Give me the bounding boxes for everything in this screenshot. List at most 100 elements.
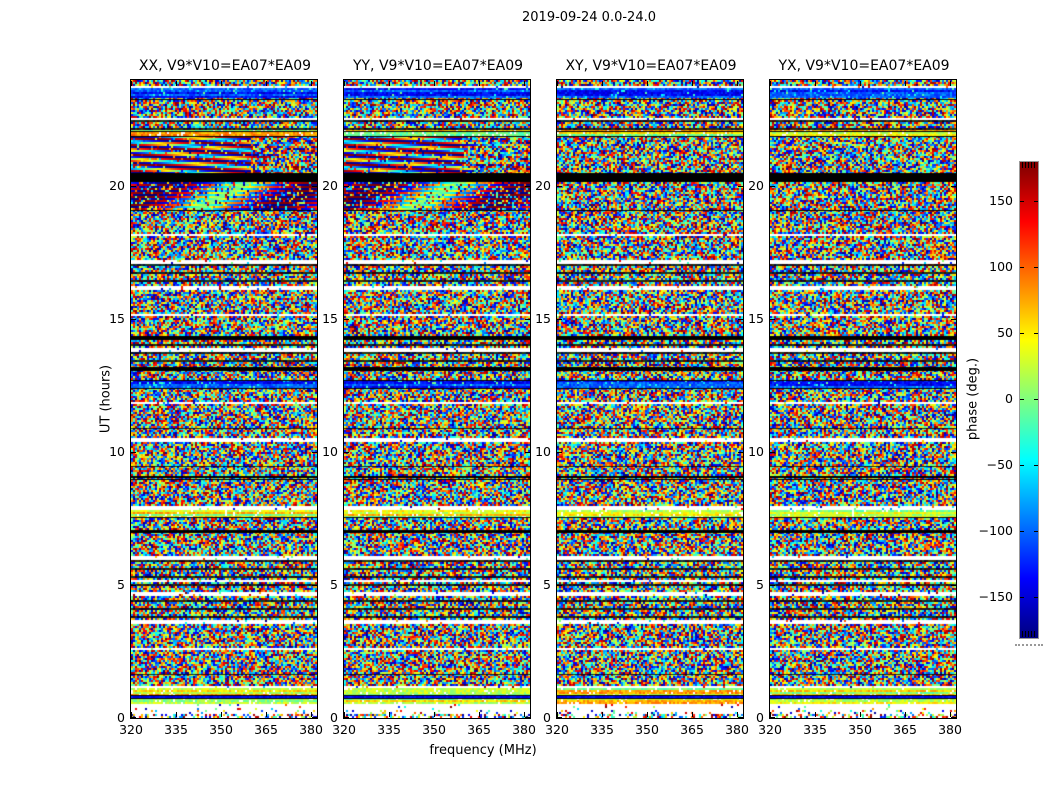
colorbar-minor-comb	[1028, 631, 1029, 637]
x-tick-mark	[815, 81, 816, 86]
y-tick-mark	[770, 186, 775, 187]
x-tick-label: 380	[938, 722, 962, 737]
colorbar	[1019, 161, 1039, 639]
colorbar-minor-comb	[1022, 162, 1023, 168]
x-tick-mark	[389, 81, 390, 86]
y-tick-mark	[738, 585, 743, 586]
x-tick-label: 335	[377, 722, 401, 737]
x-tick-label: 365	[680, 722, 704, 737]
y-tick-mark	[951, 585, 956, 586]
y-tick-mark	[131, 717, 136, 718]
x-tick-mark	[479, 712, 480, 717]
colorbar-tick-label: −100	[978, 523, 1013, 538]
y-tick-mark	[557, 717, 562, 718]
y-tick-mark	[131, 186, 136, 187]
colorbar-minor-comb	[1031, 631, 1032, 637]
y-tick-label: 20	[109, 178, 125, 193]
x-tick-label: 335	[590, 722, 614, 737]
x-tick-mark	[557, 712, 558, 717]
x-tick-label: 380	[512, 722, 536, 737]
x-tick-mark	[557, 81, 558, 86]
colorbar-tick-mark	[1020, 465, 1024, 466]
y-tick-mark	[738, 186, 743, 187]
x-tick-mark	[434, 81, 435, 86]
y-tick-mark	[557, 452, 562, 453]
x-tick-label: 350	[422, 722, 446, 737]
colorbar-tick-label: −150	[978, 589, 1013, 604]
y-tick-mark	[312, 452, 317, 453]
y-tick-mark	[738, 452, 743, 453]
x-tick-mark	[647, 81, 648, 86]
colorbar-tick-mark	[1020, 267, 1024, 268]
x-tick-mark	[647, 712, 648, 717]
colorbar-tick-mark	[1020, 201, 1024, 202]
y-tick-label: 10	[322, 444, 338, 459]
x-tick-mark	[737, 81, 738, 86]
y-tick-mark	[738, 717, 743, 718]
y-tick-label: 0	[756, 710, 764, 725]
x-tick-label: 365	[467, 722, 491, 737]
colorbar-tick-label: 50	[997, 325, 1013, 340]
colorbar-tick-mark	[1034, 465, 1038, 466]
colorbar-minor-comb	[1034, 631, 1035, 637]
y-tick-mark	[525, 452, 530, 453]
y-axis-label: UT (hours)	[98, 364, 114, 434]
y-tick-mark	[525, 585, 530, 586]
x-tick-mark	[344, 712, 345, 717]
x-tick-mark	[311, 81, 312, 86]
x-tick-mark	[860, 712, 861, 717]
x-tick-mark	[176, 81, 177, 86]
y-tick-mark	[770, 319, 775, 320]
y-tick-label: 10	[535, 444, 551, 459]
y-tick-mark	[131, 585, 136, 586]
x-tick-mark	[692, 712, 693, 717]
waterfall-yy	[344, 80, 530, 718]
y-tick-mark	[312, 585, 317, 586]
x-tick-mark	[737, 712, 738, 717]
x-tick-mark	[905, 712, 906, 717]
x-tick-label: 350	[848, 722, 872, 737]
colorbar-minor-comb	[1025, 162, 1026, 168]
panel-title-yx: YX, V9*V10=EA07*EA09	[778, 58, 950, 74]
y-tick-label: 0	[330, 710, 338, 725]
colorbar-tick-mark	[1020, 597, 1024, 598]
y-tick-mark	[525, 717, 530, 718]
panel-xy	[556, 79, 744, 719]
y-tick-mark	[344, 186, 349, 187]
y-tick-label: 5	[543, 577, 551, 592]
y-tick-mark	[312, 717, 317, 718]
x-tick-label: 320	[758, 722, 782, 737]
x-tick-label: 380	[725, 722, 749, 737]
figure-suptitle: 2019-09-24 0.0-24.0	[522, 10, 656, 25]
x-tick-mark	[692, 81, 693, 86]
y-tick-label: 20	[535, 178, 551, 193]
panel-yy	[343, 79, 531, 719]
colorbar-minor-comb	[1031, 162, 1032, 168]
y-tick-mark	[951, 186, 956, 187]
colorbar-tick-mark	[1034, 201, 1038, 202]
y-tick-mark	[131, 452, 136, 453]
x-tick-mark	[176, 712, 177, 717]
x-tick-label: 335	[164, 722, 188, 737]
y-tick-mark	[131, 319, 136, 320]
x-tick-label: 350	[209, 722, 233, 737]
y-tick-label: 10	[748, 444, 764, 459]
y-tick-mark	[951, 319, 956, 320]
y-tick-label: 5	[756, 577, 764, 592]
y-tick-mark	[344, 717, 349, 718]
x-tick-mark	[770, 81, 771, 86]
y-tick-mark	[525, 186, 530, 187]
x-tick-mark	[131, 712, 132, 717]
y-tick-mark	[557, 319, 562, 320]
x-tick-mark	[344, 81, 345, 86]
y-tick-mark	[344, 452, 349, 453]
x-tick-label: 350	[635, 722, 659, 737]
x-tick-mark	[266, 712, 267, 717]
x-tick-label: 320	[332, 722, 356, 737]
colorbar-tick-mark	[1034, 531, 1038, 532]
x-tick-mark	[770, 712, 771, 717]
colorbar-tick-label: 100	[989, 259, 1013, 274]
y-tick-label: 5	[117, 577, 125, 592]
colorbar-tick-label: −50	[986, 457, 1013, 472]
